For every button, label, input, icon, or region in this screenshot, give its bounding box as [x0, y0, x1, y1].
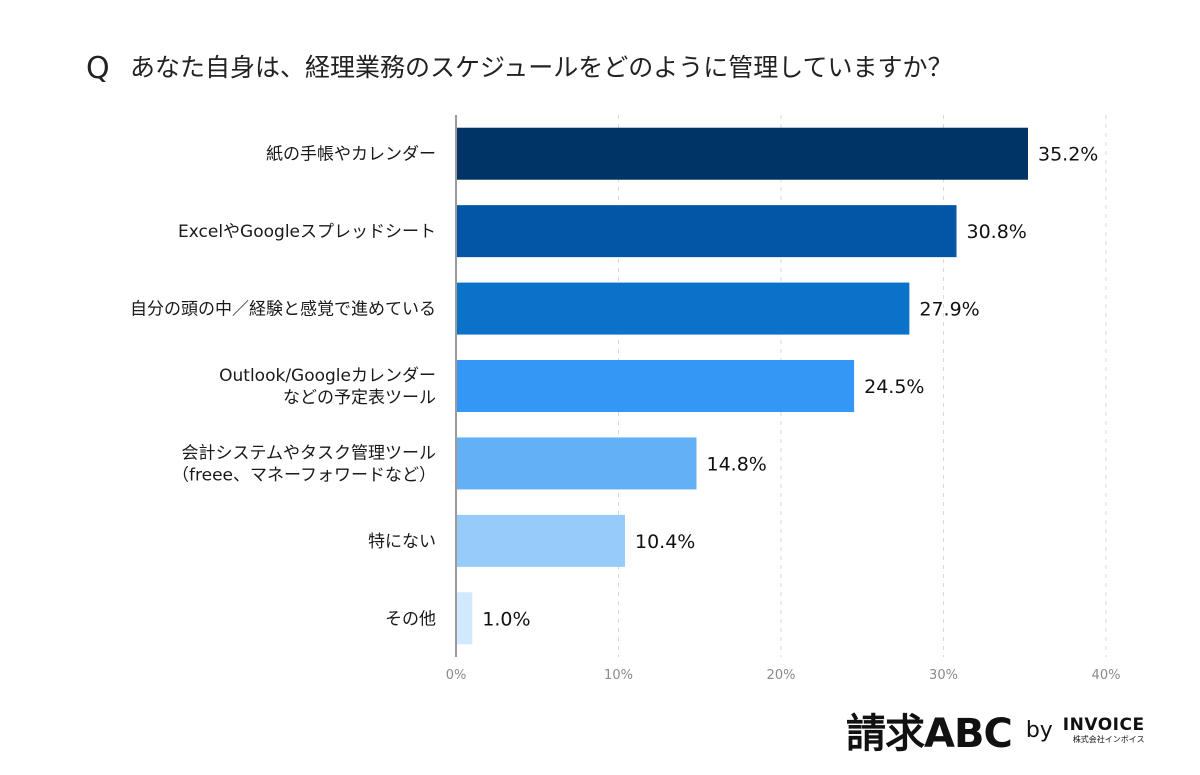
value-label: 24.5% [864, 376, 924, 398]
brand-by-text: by [1025, 717, 1053, 743]
value-label: 1.0% [482, 608, 530, 630]
brand-company-sub: 株式会社インボイス [1072, 734, 1145, 744]
value-label: 30.8% [967, 221, 1027, 243]
value-labels: 35.2% 30.8% 27.9% 24.5% 14.8% 10.4% 1.0% [482, 144, 1098, 631]
bar [456, 437, 697, 490]
x-tick-label: 0% [446, 668, 467, 683]
bar [456, 360, 855, 412]
category-label: Outlook/Googleカレンダーなどの予定表ツール [219, 366, 436, 408]
category-label: 自分の頭の中／経験と感覚で進めている [130, 300, 436, 320]
x-tick-label: 20% [767, 668, 796, 683]
category-label: 特にない [368, 532, 436, 552]
bar [456, 127, 1028, 180]
bar [456, 514, 625, 567]
value-label: 14.8% [707, 453, 767, 475]
category-label: 会計システムやタスク管理ツール（freee、マネーフォワードなど） [172, 443, 436, 485]
bars [456, 127, 1028, 645]
brand-logo-area: 請求ABC by INVOICE 株式会社インボイス [846, 700, 1166, 760]
x-tick-label: 30% [929, 668, 958, 683]
brand-company-name: INVOICE [1062, 714, 1145, 735]
category-label: ExcelやGoogleスプレッドシート [178, 222, 436, 242]
value-label: 27.9% [919, 299, 979, 321]
value-label: 10.4% [635, 531, 695, 553]
bar [456, 205, 957, 258]
brand-logo: 請求ABC [846, 711, 1013, 757]
bar [456, 282, 910, 335]
chart-title: Q あなた自身は、経理業務のスケジュールをどのように管理していますか？ [86, 51, 953, 86]
brand-company: INVOICE 株式会社インボイス [1062, 714, 1145, 744]
x-tick-label: 40% [1092, 668, 1121, 683]
bar [456, 592, 473, 645]
category-labels: 紙の手帳やカレンダー ExcelやGoogleスプレッドシート自分の頭の中／経験と… [130, 145, 436, 630]
question-mark-icon: Q [86, 51, 110, 86]
category-label: その他 [385, 609, 436, 629]
x-tick-label: 10% [604, 668, 633, 683]
value-label: 35.2% [1038, 144, 1098, 166]
category-label: 紙の手帳やカレンダー [266, 145, 436, 165]
question-text: あなた自身は、経理業務のスケジュールをどのように管理していますか？ [130, 53, 953, 82]
x-axis-ticks: 0% 10% 20% 30% 40% [446, 668, 1121, 683]
